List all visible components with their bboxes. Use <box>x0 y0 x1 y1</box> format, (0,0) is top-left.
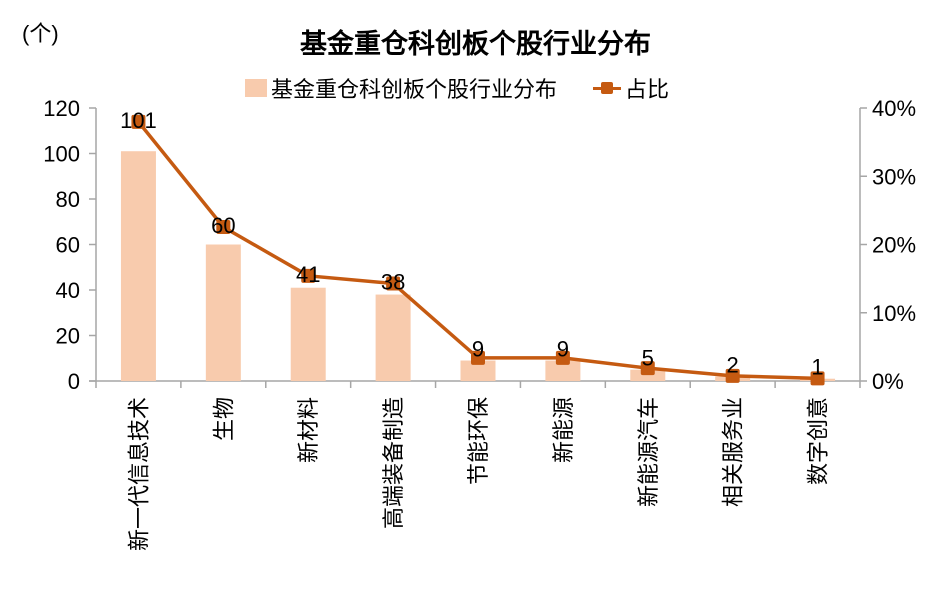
share-marker-icon <box>131 114 146 129</box>
share-marker-icon <box>640 361 655 376</box>
bar <box>460 360 496 381</box>
left-axis-tick-label: 20 <box>56 324 80 349</box>
category-label: 新能源汽车 <box>637 397 662 507</box>
bar <box>290 287 326 381</box>
category-label: 相关服务业 <box>722 397 747 507</box>
bar <box>545 360 581 381</box>
bar <box>375 294 411 381</box>
category-label: 节能环保 <box>467 397 492 485</box>
data-label: 9 <box>557 337 569 362</box>
right-axis-tick-label: 40% <box>872 96 916 121</box>
data-label: 1 <box>811 355 823 380</box>
line-marker-icon <box>593 79 622 97</box>
share-marker-icon <box>725 368 740 383</box>
legend: 基金重仓科创板个股行业分布 占比 <box>245 72 705 104</box>
left-axis-tick-label: 0 <box>68 369 80 394</box>
right-axis-tick-label: 0% <box>872 369 904 394</box>
data-label: 101 <box>120 108 157 133</box>
data-label: 41 <box>296 262 320 287</box>
share-marker-icon <box>555 350 570 365</box>
category-label: 新能源 <box>552 397 577 463</box>
category-label: 数字创意 <box>807 397 832 485</box>
share-marker-icon <box>810 371 825 386</box>
left-axis-tick-label: 60 <box>56 233 80 258</box>
right-axis-tick-label: 10% <box>872 301 916 326</box>
left-axis-tick-label: 120 <box>43 96 80 121</box>
left-axis-tick-label: 80 <box>56 187 80 212</box>
chart-title: 基金重仓科创板个股行业分布 <box>300 29 651 60</box>
share-marker-icon <box>216 220 231 235</box>
legend-item-line: 占比 <box>593 72 669 104</box>
data-label: 5 <box>642 346 654 371</box>
category-label: 高端装备制造 <box>382 397 407 529</box>
y-axis-unit-label: (个) <box>22 21 59 46</box>
category-label: 新一代信息技术 <box>127 397 152 551</box>
data-label: 38 <box>381 269 405 294</box>
data-label: 9 <box>472 337 484 362</box>
right-axis-tick-label: 20% <box>872 233 916 258</box>
share-marker-icon <box>301 268 316 283</box>
share-marker-icon <box>471 350 485 365</box>
right-axis-tick-label: 30% <box>872 164 916 189</box>
category-label: 生物 <box>212 397 237 441</box>
bar <box>630 369 666 381</box>
legend-line-label: 占比 <box>625 78 670 103</box>
data-label: 60 <box>211 213 235 238</box>
bar-swatch-icon <box>245 79 267 97</box>
legend-bar-label: 基金重仓科创板个股行业分布 <box>271 78 558 103</box>
data-label: 2 <box>727 352 739 377</box>
category-label: 新材料 <box>297 397 322 463</box>
left-axis-tick-label: 100 <box>43 142 80 167</box>
left-axis-tick-label: 40 <box>56 278 80 303</box>
share-marker-icon <box>386 276 401 291</box>
bar <box>120 151 156 381</box>
legend-item-bar: 基金重仓科创板个股行业分布 <box>245 72 557 104</box>
bar <box>205 244 241 381</box>
